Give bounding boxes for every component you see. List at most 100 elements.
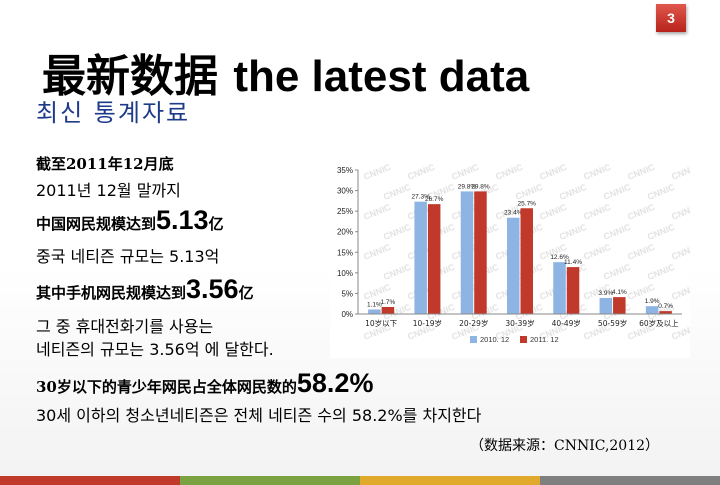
bar-data-label: 1.1% xyxy=(367,301,382,308)
date-zh-text: 截至2011年12月底 xyxy=(36,155,174,173)
watermark-text: CNNIC xyxy=(514,182,545,202)
watermark-text: CNNIC xyxy=(670,242,690,262)
footer-bar xyxy=(0,476,720,485)
bar-2010 xyxy=(645,306,659,314)
bar-2011 xyxy=(381,307,395,314)
y-tick-label: 0% xyxy=(341,310,353,319)
watermark-text: CNNIC xyxy=(602,182,633,202)
watermark-text: CNNIC xyxy=(382,262,413,282)
bar-data-label: 23.4% xyxy=(504,210,523,217)
mobile-ko-text-2: 네티즌의 규모는 3.56억 에 달한다. xyxy=(36,340,274,359)
y-tick-label: 10% xyxy=(337,269,353,278)
x-tick-label: 50-59岁 xyxy=(598,318,627,328)
chart-legend: 2010. 12 2011. 12 xyxy=(470,335,559,344)
y-tick-label: 5% xyxy=(341,289,353,298)
users-zh-text: 中国网民规模达到 xyxy=(36,215,157,233)
watermark-text: CNNIC xyxy=(382,222,413,242)
watermark-text: CNNIC xyxy=(602,262,633,282)
users-count-highlight: 5.13 xyxy=(156,205,209,235)
watermark-text: CNNIC xyxy=(602,222,633,242)
x-tick-label: 60岁及以上 xyxy=(639,318,679,328)
x-tick-label: 10岁以下 xyxy=(365,318,398,328)
users-ko-text: 중국 네티즌 규모는 5.13억 xyxy=(36,247,220,266)
y-tick-label: 15% xyxy=(337,248,353,257)
watermark-text: CNNIC xyxy=(626,202,657,222)
bar-data-label: 29.8% xyxy=(458,183,477,190)
bar-2011 xyxy=(427,204,441,314)
watermark-text: CNNIC xyxy=(646,262,677,282)
bar-2010 xyxy=(414,201,427,314)
watermark-text: CNNIC xyxy=(450,162,481,182)
bar-data-label: 0.7% xyxy=(658,303,673,310)
mobile-zh-text: 其中手机网民规模达到 xyxy=(36,284,187,302)
users-unit: 亿 xyxy=(208,215,224,233)
mobile-zh-line: 其中手机网民规模达到3.56亿 xyxy=(36,274,254,305)
bar-2011 xyxy=(520,208,533,314)
bar-2010 xyxy=(368,309,381,314)
watermark-text: CNNIC xyxy=(582,162,613,182)
watermark-text: CNNIC xyxy=(558,222,589,242)
legend-label: 2011. 12 xyxy=(530,335,559,344)
watermark-text: CNNIC xyxy=(362,202,393,222)
footer-bar-red-segment xyxy=(0,476,180,485)
mobile-unit: 亿 xyxy=(238,284,254,302)
bar-2010 xyxy=(599,297,613,314)
legend-swatch xyxy=(470,336,477,343)
page-title: 最新数据 the latest data xyxy=(42,40,529,104)
youth-zh-text: 30岁以下的青少年网民占全体网民数的 xyxy=(36,378,297,396)
chart-bars: 1.1%1.7% 27.3%26.7% 29.8%29.8% 23.4% 25.7% 12… xyxy=(367,183,673,314)
watermark-text: CNNIC xyxy=(646,222,677,242)
youth-share-highlight: 58.2% xyxy=(296,368,374,398)
page-subtitle-korean: 최신 통계자료 xyxy=(36,99,191,127)
bar-data-label: 3.9% xyxy=(598,290,613,297)
bar-data-label: 26.7% xyxy=(425,196,444,203)
chart-svg: CNNIC CNNIC CNNIC CNNIC CNNIC CNNIC CNNIC CNNIC… xyxy=(337,162,690,344)
bar-data-label: 12.6% xyxy=(550,254,569,261)
bar-data-label: 27.3% xyxy=(411,194,430,201)
bar-data-label: 25.7% xyxy=(518,200,537,207)
bar-data-label: 4.1% xyxy=(612,289,627,296)
x-tick-label: 10-19岁 xyxy=(413,318,442,328)
x-tick-label: 20-29岁 xyxy=(459,318,488,328)
bar-data-label: 11.4% xyxy=(564,259,582,266)
y-tick-label: 20% xyxy=(337,228,353,237)
title-zh: 最新数据 xyxy=(42,51,218,102)
mobile-ko-text-1: 그 중 휴대전화기를 사용는 xyxy=(36,317,214,336)
watermark-text: CNNIC xyxy=(670,202,690,222)
bar-2011 xyxy=(474,191,487,314)
watermark-text: CNNIC xyxy=(582,202,613,222)
bar-2010 xyxy=(460,191,474,314)
title-en: the latest data xyxy=(233,52,530,101)
x-tick-label: 40-49岁 xyxy=(552,318,581,328)
bar-2011 xyxy=(613,297,626,314)
mobile-count-highlight: 3.56 xyxy=(186,274,239,304)
slide-number-badge: 3 xyxy=(656,4,686,32)
chart-y-axis: 0% 5% 10% 15% 20% 25% 30% 35% xyxy=(337,166,359,319)
age-distribution-chart: CNNIC CNNIC CNNIC CNNIC CNNIC CNNIC CNNIC CNNIC… xyxy=(330,158,690,358)
watermark-text: CNNIC xyxy=(670,162,690,182)
footer-bar-grey-segment xyxy=(540,476,720,485)
legend-swatch xyxy=(520,336,527,343)
bar-2010 xyxy=(507,217,520,314)
watermark-text: CNNIC xyxy=(362,162,393,182)
youth-ko-text: 30세 이하의 청소년네티즌은 전체 네티즌 수의 58.2%를 차지한다 xyxy=(36,406,482,425)
watermark-text: CNNIC xyxy=(670,282,690,302)
bar-2010 xyxy=(553,262,566,314)
watermark-text: CNNIC xyxy=(362,242,393,262)
watermark-text: CNNIC xyxy=(582,242,613,262)
watermark-text: CNNIC xyxy=(538,162,569,182)
date-ko-text: 2011년 12월 말까지 xyxy=(36,181,181,200)
youth-zh-line: 30岁以下的青少年网民占全体网民数的58.2% xyxy=(36,368,373,399)
chart-x-axis: 10岁以下 10-19岁 20-29岁 30-39岁 40-49岁 50-59岁 60岁及以… xyxy=(358,313,682,328)
bar-2011 xyxy=(659,311,672,314)
y-tick-label: 35% xyxy=(337,166,353,175)
watermark-text: CNNIC xyxy=(538,202,569,222)
watermark-text: CNNIC xyxy=(382,182,413,202)
legend-label: 2010. 12 xyxy=(480,335,509,344)
watermark-text: CNNIC xyxy=(406,162,437,182)
bar-2011 xyxy=(566,267,580,314)
data-source-note: （数据来源：CNNIC,2012） xyxy=(470,438,660,454)
watermark-text: CNNIC xyxy=(494,162,525,182)
footer-bar-green-segment xyxy=(180,476,360,485)
bar-data-label: 29.8% xyxy=(471,183,490,190)
